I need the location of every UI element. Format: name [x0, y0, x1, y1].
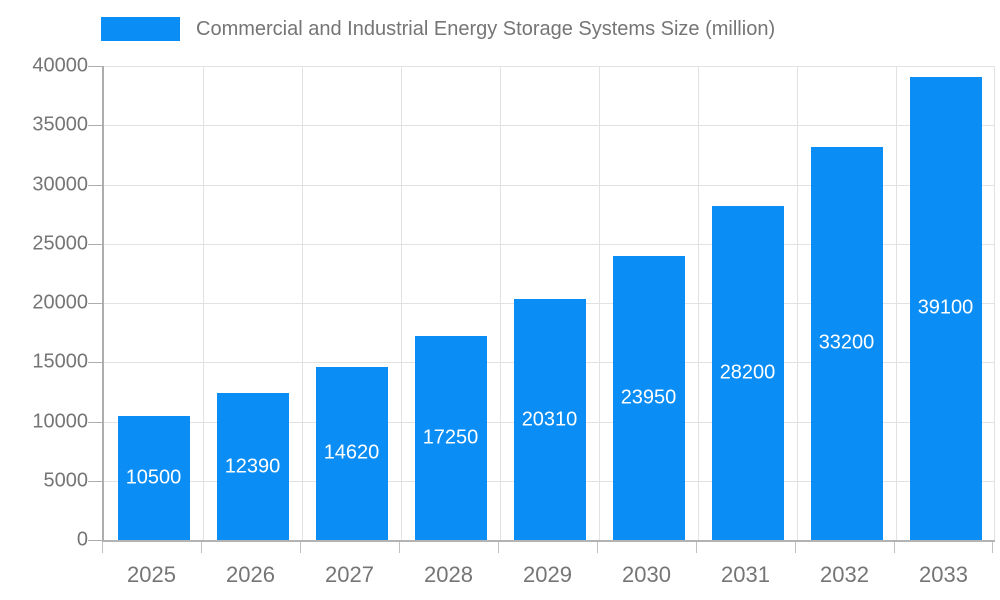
x-axis-label-2030: 2030 — [622, 562, 671, 587]
x-axis-label-2026: 2026 — [226, 562, 275, 587]
bar-2032[interactable] — [810, 146, 883, 540]
x-axis-tick — [795, 542, 796, 553]
bar-2029[interactable] — [513, 299, 586, 540]
x-axis-label-2031: 2031 — [721, 562, 770, 587]
y-axis-label: 5000 — [43, 469, 89, 492]
y-axis-tick — [88, 421, 102, 423]
y-axis-tick — [88, 184, 102, 186]
y-axis-label: 0 — [76, 528, 88, 551]
y-axis-label: 20000 — [32, 291, 88, 314]
x-axis-label-2025: 2025 — [127, 562, 176, 587]
y-axis-label: 35000 — [32, 113, 88, 136]
bar-2030[interactable] — [612, 256, 685, 540]
y-axis-tick — [88, 243, 102, 245]
y-axis-tick — [88, 362, 102, 364]
h-gridline — [104, 184, 995, 186]
bar-2025[interactable] — [117, 415, 190, 540]
x-axis-tick — [102, 542, 103, 553]
h-gridline — [104, 66, 995, 67]
x-axis-tick — [597, 542, 598, 553]
y-axis-label: 25000 — [32, 232, 88, 255]
v-gridline — [896, 66, 897, 540]
bar-2028[interactable] — [414, 335, 487, 540]
x-axis-label-2032: 2032 — [820, 562, 869, 587]
x-axis-label-2033: 2033 — [919, 562, 968, 587]
chart-legend: Commercial and Industrial Energy Storage… — [101, 17, 775, 41]
y-axis-tick — [88, 66, 102, 67]
y-axis-tick — [88, 303, 102, 304]
legend-swatch[interactable] — [101, 17, 180, 41]
h-gridline — [104, 125, 995, 127]
y-axis-label: 40000 — [32, 54, 88, 77]
y-axis-tick — [88, 125, 102, 127]
x-axis-tick — [696, 542, 697, 553]
bar-value-label: 20310 — [521, 408, 578, 431]
x-axis-tick — [894, 542, 895, 553]
plot-area: 10500 12390 14620 17250 20310 23950 28200 33200… — [102, 66, 995, 542]
x-axis-label-2028: 2028 — [424, 562, 473, 587]
v-gridline — [797, 66, 798, 540]
v-gridline — [401, 66, 402, 540]
h-gridline — [104, 243, 995, 245]
v-gridline — [599, 66, 600, 540]
bar-value-label: 10500 — [125, 466, 182, 489]
x-axis-tick — [201, 542, 202, 553]
v-gridline — [698, 66, 699, 540]
x-axis-label-2027: 2027 — [325, 562, 374, 587]
x-axis-tick — [498, 542, 499, 553]
bar-2033[interactable] — [909, 76, 982, 540]
bar-2027[interactable] — [315, 366, 388, 540]
chart-title: Commercial and Industrial Energy Storage… — [196, 17, 776, 40]
y-axis-label: 10000 — [32, 410, 88, 432]
bar-value-label: 17250 — [422, 426, 479, 449]
bar-2031[interactable] — [711, 205, 784, 540]
bar-2026[interactable] — [216, 393, 289, 540]
v-gridline — [302, 66, 303, 540]
y-axis-label: 30000 — [32, 173, 88, 195]
y-axis-tick — [88, 480, 102, 482]
bar-value-label: 33200 — [818, 331, 875, 354]
bar-value-label: 23950 — [620, 386, 677, 409]
y-axis-label: 15000 — [32, 350, 88, 373]
v-gridline — [203, 66, 204, 540]
bar-value-label: 39100 — [917, 296, 974, 319]
x-axis-tick — [399, 542, 400, 553]
x-axis-tick — [300, 542, 301, 553]
bar-value-label: 12390 — [224, 455, 281, 478]
v-gridline — [500, 66, 501, 540]
v-gridline — [994, 66, 995, 540]
y-axis-tick — [88, 540, 102, 541]
bar-value-label: 14620 — [323, 441, 380, 464]
x-axis-label-2029: 2029 — [523, 562, 572, 587]
x-axis-tick — [992, 542, 993, 553]
bar-value-label: 28200 — [719, 361, 776, 384]
